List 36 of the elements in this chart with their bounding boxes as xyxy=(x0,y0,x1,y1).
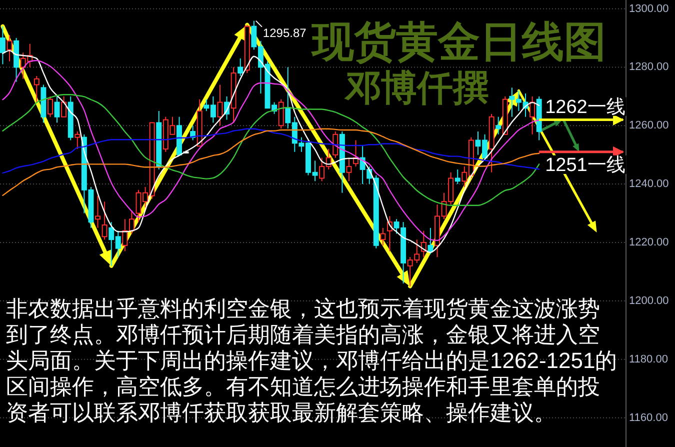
y-tick-label: 1260.00 xyxy=(629,120,669,132)
candlestick xyxy=(530,96,536,135)
candlestick xyxy=(278,98,284,130)
ref-line-label: 1262一线 xyxy=(545,96,626,118)
candlestick xyxy=(428,227,434,255)
y-tick-label: 1160.00 xyxy=(629,412,668,424)
candlestick xyxy=(48,96,53,118)
y-tick-label: 1180.00 xyxy=(629,353,668,366)
candlestick xyxy=(217,84,223,126)
y-tick-label: 1300.00 xyxy=(629,2,669,15)
candlestick xyxy=(102,201,108,240)
candlestick xyxy=(496,116,502,135)
candlestick xyxy=(128,210,134,234)
y-tick-label: 1240.00 xyxy=(629,178,669,190)
candlestick xyxy=(346,157,352,182)
candlestick xyxy=(95,195,101,228)
candlestick xyxy=(6,34,12,62)
candlestick xyxy=(380,227,386,246)
annotation: 1295.87 xyxy=(262,26,307,40)
candlestick xyxy=(122,218,128,252)
y-tick-label: 1220.00 xyxy=(629,236,669,248)
y-tick-label: 1280.00 xyxy=(629,61,669,74)
candlestick xyxy=(420,230,426,258)
y-tick-label: 1200.00 xyxy=(629,294,669,307)
candlestick xyxy=(61,96,67,118)
annotation: 非农数据出乎意料的利空金银，这也预示着现货黄金这波涨势到了终点。邓博仟预计后期随着美指的高涨，金银又将进入空头局面。关于下周出的操作建议，邓博仟给出的是1262-1251的区间操作，高空低多。有不知道怎么进场操作和手里套单的投资者可以联系邓博仟获取获取最新解套策略、操作建议。 xyxy=(6,296,618,425)
chart-title: 现货黄金日线图 xyxy=(310,17,606,66)
candlestick xyxy=(238,58,244,76)
text: 邓博仟撰 xyxy=(344,67,489,109)
candlestick xyxy=(54,96,60,124)
ref-line-label: 1251一线 xyxy=(545,154,626,176)
candlestick xyxy=(34,75,40,103)
candlestick xyxy=(0,26,6,65)
candlestick xyxy=(332,130,338,158)
candlestick xyxy=(454,168,460,185)
candlestick xyxy=(74,130,80,150)
